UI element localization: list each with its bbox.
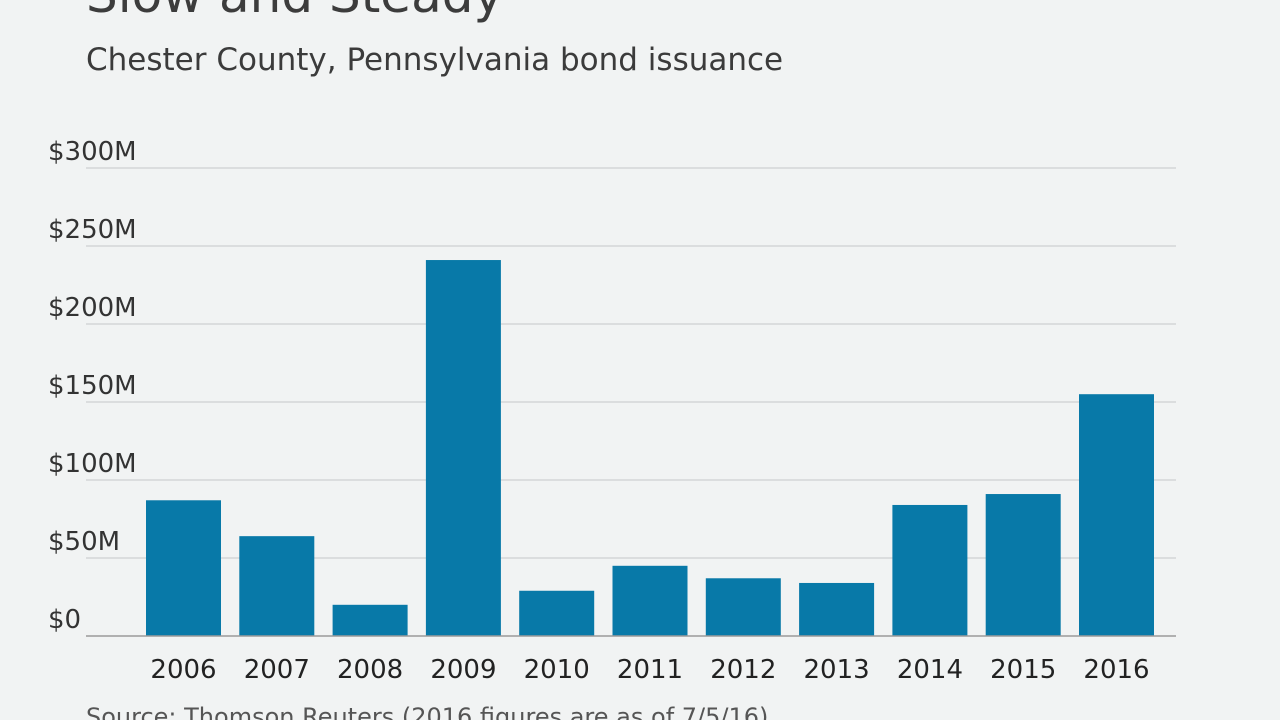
x-tick-label: 2015 xyxy=(990,655,1056,685)
bar-2012 xyxy=(705,578,781,636)
chart-title: Slow and Steady xyxy=(86,0,503,24)
bar-2013 xyxy=(799,582,875,636)
bar-2014 xyxy=(892,504,968,636)
bar-2015 xyxy=(985,494,1061,636)
bar-2016 xyxy=(1079,394,1154,636)
y-tick-label: $150M xyxy=(48,371,137,401)
x-tick-label: 2013 xyxy=(804,655,870,685)
y-axis-ticks: $0 $50M $100M $150M $200M $250M $300M xyxy=(48,137,137,635)
y-tick-label: $50M xyxy=(48,527,120,557)
y-tick-label: $100M xyxy=(48,449,137,479)
bar-2008 xyxy=(332,604,408,636)
x-tick-label: 2009 xyxy=(430,655,496,685)
x-tick-label: 2014 xyxy=(897,655,963,685)
source-note: Source: Thomson Reuters (2016 figures ar… xyxy=(86,703,769,720)
bars xyxy=(146,260,1154,636)
bar-2006 xyxy=(146,500,221,636)
y-tick-label: $0 xyxy=(48,605,81,635)
y-tick-label: $300M xyxy=(48,137,137,167)
bar-2007 xyxy=(239,536,315,636)
x-tick-label: 2011 xyxy=(617,655,683,685)
bar-2010 xyxy=(519,590,595,636)
x-tick-label: 2008 xyxy=(337,655,403,685)
x-tick-label: 2006 xyxy=(150,655,216,685)
x-axis-ticks: 2006 2007 2008 2009 2010 2011 2012 2013 2014 2015… xyxy=(150,655,1149,685)
y-tick-label: $250M xyxy=(48,215,137,245)
bar-2011 xyxy=(612,565,688,636)
x-tick-label: 2012 xyxy=(710,655,776,685)
x-tick-label: 2007 xyxy=(244,655,310,685)
chart-subtitle: Chester County, Pennsylvania bond issuan… xyxy=(86,42,784,78)
y-tick-label: $200M xyxy=(48,293,137,323)
x-tick-label: 2016 xyxy=(1083,655,1149,685)
x-tick-label: 2010 xyxy=(524,655,590,685)
bar-2009 xyxy=(425,260,501,636)
